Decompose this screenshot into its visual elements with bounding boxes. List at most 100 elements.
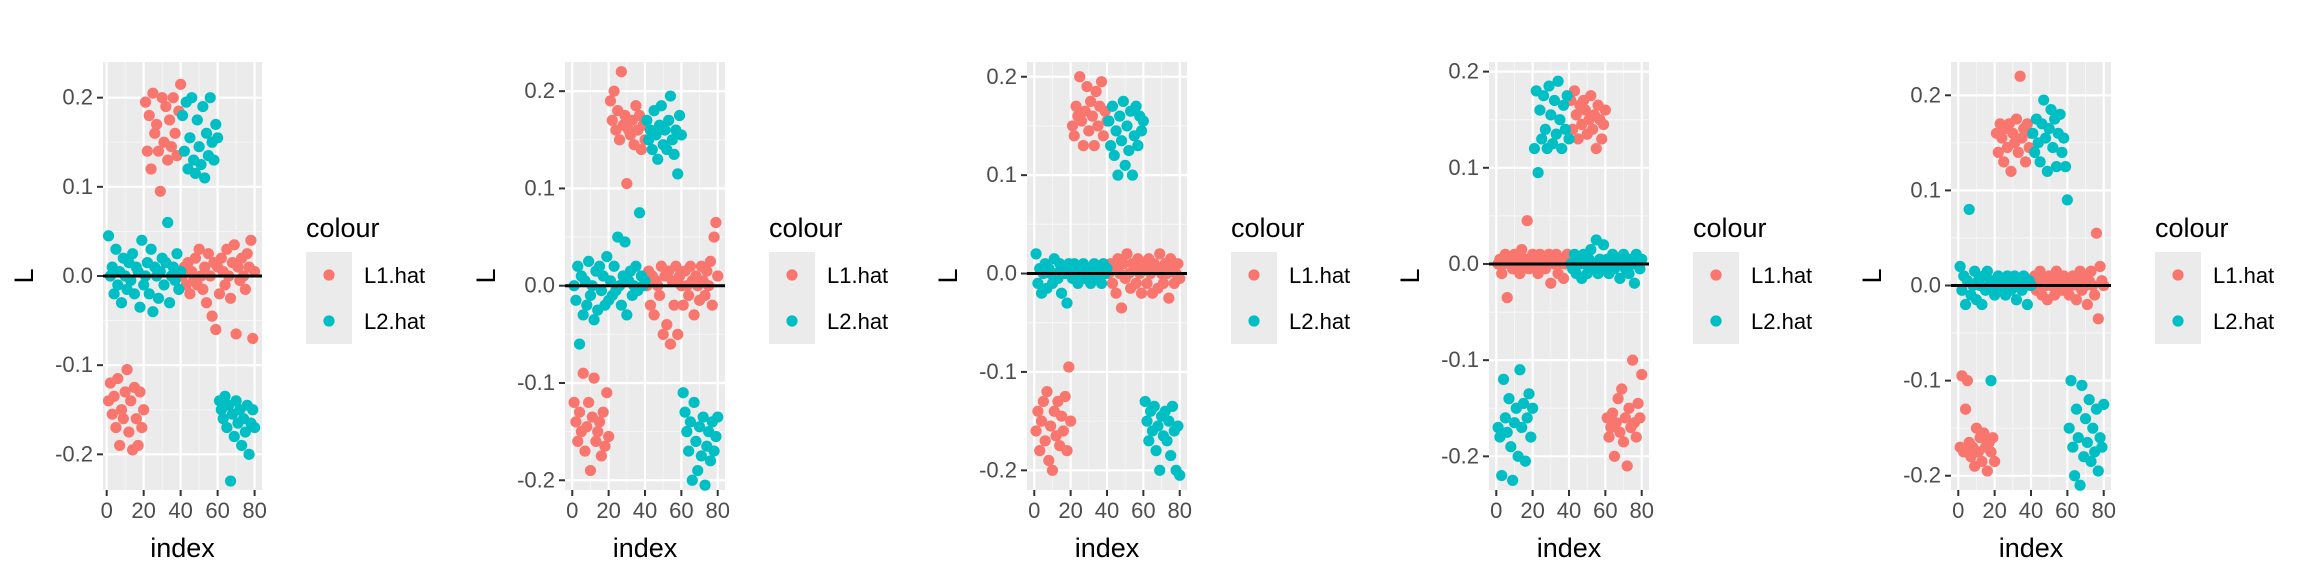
data-point-L2-hat xyxy=(1557,99,1570,111)
data-point-L1-hat xyxy=(210,323,222,336)
data-point-L2-hat xyxy=(692,464,704,477)
data-point-L1-hat xyxy=(169,127,181,139)
data-point-L1-hat xyxy=(132,439,144,452)
data-point-L1-hat xyxy=(630,100,642,112)
data-point-L2-hat xyxy=(695,450,707,462)
data-point-L2-hat xyxy=(1505,441,1517,453)
legend-label: L1.hat xyxy=(1751,263,1812,288)
data-point-L2-hat xyxy=(1597,239,1610,251)
data-point-L2-hat xyxy=(2079,413,2092,425)
data-point-L2-hat xyxy=(1545,109,1557,121)
data-point-L2-hat xyxy=(704,455,717,467)
x-tick-label: 80 xyxy=(2091,498,2115,523)
legend-key-swatch xyxy=(1710,315,1722,327)
data-point-L2-hat xyxy=(1561,90,1573,102)
data-point-L2-hat xyxy=(1143,435,1155,447)
data-point-L2-hat xyxy=(1519,455,1531,467)
data-point-L1-hat xyxy=(1570,109,1582,121)
data-point-L1-hat xyxy=(143,109,155,122)
data-point-L1-hat xyxy=(219,279,231,291)
data-point-L2-hat xyxy=(1141,415,1153,427)
data-point-L2-hat xyxy=(1112,169,1124,181)
data-point-L2-hat xyxy=(197,100,209,113)
y-tick-label: -0.1 xyxy=(1441,347,1479,372)
data-point-L2-hat xyxy=(1534,104,1546,116)
data-point-L2-hat xyxy=(1501,426,1513,438)
data-point-L2-hat xyxy=(677,387,689,399)
data-point-L2-hat xyxy=(684,416,697,428)
data-point-L1-hat xyxy=(1095,76,1108,88)
y-tick-label: -0.1 xyxy=(979,359,1017,384)
data-point-L2-hat xyxy=(175,265,187,278)
x-tick-label: 60 xyxy=(669,498,693,523)
data-point-L2-hat xyxy=(1137,115,1149,127)
x-tick-label: 60 xyxy=(1593,498,1617,523)
data-point-L1-hat xyxy=(708,231,720,243)
data-point-L1-hat xyxy=(670,260,682,272)
data-point-L1-hat xyxy=(579,445,591,457)
data-point-L1-hat xyxy=(1621,460,1633,472)
data-point-L1-hat xyxy=(1174,272,1186,285)
x-tick-label: 40 xyxy=(168,498,192,523)
legend: colour L1.hat L2.hat xyxy=(306,213,425,344)
data-point-L1-hat xyxy=(1163,292,1175,304)
data-point-L1-hat xyxy=(1172,258,1184,270)
data-point-L2-hat xyxy=(247,404,259,416)
data-point-L1-hat xyxy=(661,319,673,331)
data-point-L1-hat xyxy=(1617,436,1630,448)
data-point-L2-hat xyxy=(128,288,141,300)
data-point-L1-hat xyxy=(2005,165,2017,177)
data-point-L2-hat xyxy=(189,167,202,180)
data-point-L2-hat xyxy=(1976,298,1988,311)
data-point-L2-hat xyxy=(1152,420,1164,432)
data-point-L2-hat xyxy=(169,274,181,287)
legend: colour L1.hat L2.hat xyxy=(2155,213,2274,344)
data-point-L1-hat xyxy=(123,426,135,438)
legend-key-swatch xyxy=(1248,315,1260,327)
y-axis-title: L xyxy=(1395,268,1425,283)
x-tick-label: 0 xyxy=(101,498,113,523)
legend-key-swatch xyxy=(2172,315,2184,327)
x-tick-label: 0 xyxy=(1490,498,1502,523)
data-point-L1-hat xyxy=(1959,403,1972,415)
data-point-L1-hat xyxy=(1086,110,1099,122)
data-point-L1-hat xyxy=(1636,368,1648,381)
data-point-L2-hat xyxy=(115,297,128,309)
data-point-L1-hat xyxy=(1614,426,1626,438)
data-point-L2-hat xyxy=(672,168,684,180)
data-point-L1-hat xyxy=(2094,260,2106,273)
data-point-L1-hat xyxy=(1037,395,1049,408)
x-tick-label: 0 xyxy=(1028,498,1040,523)
data-point-L1-hat xyxy=(134,386,146,398)
data-point-L2-hat xyxy=(1528,142,1541,155)
data-point-L1-hat xyxy=(151,118,163,131)
data-point-L1-hat xyxy=(672,328,684,340)
y-tick-label: -0.2 xyxy=(1441,443,1479,468)
data-point-L1-hat xyxy=(1075,115,1088,127)
data-point-L1-hat xyxy=(184,288,196,300)
data-point-L1-hat xyxy=(568,396,580,409)
data-point-L2-hat xyxy=(2021,298,2033,311)
data-point-L2-hat xyxy=(210,118,222,131)
data-point-L2-hat xyxy=(1130,100,1142,112)
data-point-L2-hat xyxy=(2067,441,2079,453)
y-tick-label: 0.1 xyxy=(1448,155,1479,180)
data-point-L2-hat xyxy=(1110,125,1122,137)
legend-label: L1.hat xyxy=(827,263,888,288)
data-point-L1-hat xyxy=(1978,427,1990,439)
x-axis-title: index xyxy=(150,533,215,563)
data-point-L2-hat xyxy=(712,411,724,423)
data-point-L1-hat xyxy=(1607,407,1619,419)
x-tick-label: 80 xyxy=(242,498,266,523)
x-tick-label: 0 xyxy=(1952,498,1964,523)
data-point-L2-hat xyxy=(675,129,687,141)
data-point-L2-hat xyxy=(641,114,653,126)
data-point-L1-hat xyxy=(152,145,165,157)
y-tick-label: 0.2 xyxy=(1448,59,1479,84)
x-tick-label: 20 xyxy=(1520,498,1544,523)
data-point-L1-hat xyxy=(648,309,660,321)
data-point-L1-hat xyxy=(1081,80,1093,93)
data-point-L1-hat xyxy=(1032,405,1044,417)
data-point-L2-hat xyxy=(2038,94,2050,106)
data-point-L1-hat xyxy=(1616,383,1628,395)
